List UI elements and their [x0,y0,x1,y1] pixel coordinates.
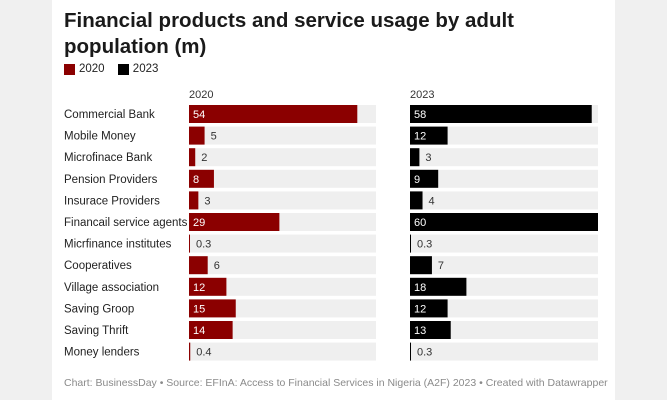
bar-track [410,342,598,361]
bar-track [189,234,376,253]
category-label: Insurace Providers [64,195,160,207]
bar-track [410,126,598,145]
bar-chart: Commercial Bank Mobile Money Microfinace B… [64,89,598,361]
bar-2020 [189,213,280,231]
category-label: Commercial Bank [64,109,155,121]
data-label-2023: 12 [414,131,426,143]
data-label-2023: 60 [414,217,426,229]
bar-2020 [189,126,205,145]
bar-2020 [189,105,358,123]
data-label-2023: 3 [425,152,431,164]
data-label-2020: 3 [204,195,210,207]
category-label: Saving Groop [64,303,134,315]
data-label-2020: 6 [214,260,220,272]
bar-track [189,321,376,339]
bar-track [410,191,598,210]
bar-2023 [410,191,423,210]
bar-track [410,299,598,318]
data-label-2023: 13 [414,325,426,337]
panel-header-2020: 2020 [189,89,213,101]
data-label-2020: 14 [193,325,205,337]
bar-2020 [189,169,214,188]
bar-2020 [189,191,199,210]
bar-track [410,256,598,275]
bar-2023 [410,299,448,318]
data-label-2023: 58 [414,109,426,121]
bar-2023 [410,148,420,167]
bar-2020 [189,148,196,167]
category-label: Microfinace Bank [64,152,152,164]
legend-swatch-2023 [117,63,129,75]
bar-2023 [410,342,411,361]
data-label-2023: 0.3 [417,239,432,251]
bar-track [189,191,376,210]
bar-2023 [410,213,598,231]
bar-2023 [410,126,448,145]
data-label-2023: 18 [414,282,426,294]
legend: 2020 2023 [64,63,168,78]
legend-item-2023: 2023 [117,63,159,75]
category-label: Village association [64,282,159,294]
data-label-2020: 0.3 [196,239,211,251]
data-label-2023: 0.3 [417,347,432,359]
source-note: Chart: BusinessDay • Source: EFInA: Acce… [64,377,608,389]
category-label: Mobile Money [64,131,136,143]
chart-title: Financial products and service usage by … [64,9,514,58]
data-label-2020: 29 [193,217,205,229]
category-label: Pension Providers [64,174,158,186]
bar-2020 [189,321,233,339]
data-label-2023: 12 [414,303,426,315]
category-label: Money lenders [64,347,140,359]
legend-swatch-2020 [64,63,75,75]
category-label: Cooperatives [64,260,132,272]
data-label-2023: 4 [429,195,435,207]
category-label: Financail service agents [64,217,188,229]
data-label-2020: 5 [211,131,217,143]
bar-2020 [189,342,191,361]
legend-label-2020: 2020 [79,63,105,75]
bar-2023 [410,105,592,123]
data-label-2020: 54 [193,109,205,121]
legend-item-2020: 2020 [64,63,105,75]
bar-2023 [410,321,451,339]
bar-track [189,342,376,361]
data-label-2023: 7 [438,260,444,272]
panel-header-2023: 2023 [410,89,434,101]
bar-2020 [189,299,236,318]
data-label-2020: 0.4 [196,347,211,359]
data-label-2020: 8 [193,174,199,186]
data-label-2020: 15 [193,303,205,315]
bar-2023 [410,234,411,253]
bar-track [189,277,376,296]
bar-track [189,148,376,167]
bar-track [189,256,376,275]
legend-label-2023: 2023 [132,63,159,75]
data-label-2020: 12 [193,282,205,294]
bar-track [410,234,598,253]
bar-2023 [410,277,467,296]
bar-2020 [189,256,208,275]
bar-track [410,148,598,167]
category-label: Saving Thrift [64,325,129,337]
data-label-2020: 2 [201,152,207,164]
bar-2020 [189,234,190,253]
chart-card: Financial products and service usage by … [52,0,615,400]
category-label: Micrfinance institutes [64,239,172,251]
bar-2023 [410,169,439,188]
bar-track [410,169,598,188]
bar-track [189,169,376,188]
bar-track [410,321,598,339]
bar-2020 [189,277,227,296]
data-label-2023: 9 [414,174,420,186]
bar-2023 [410,256,432,275]
bar-track [189,126,376,145]
